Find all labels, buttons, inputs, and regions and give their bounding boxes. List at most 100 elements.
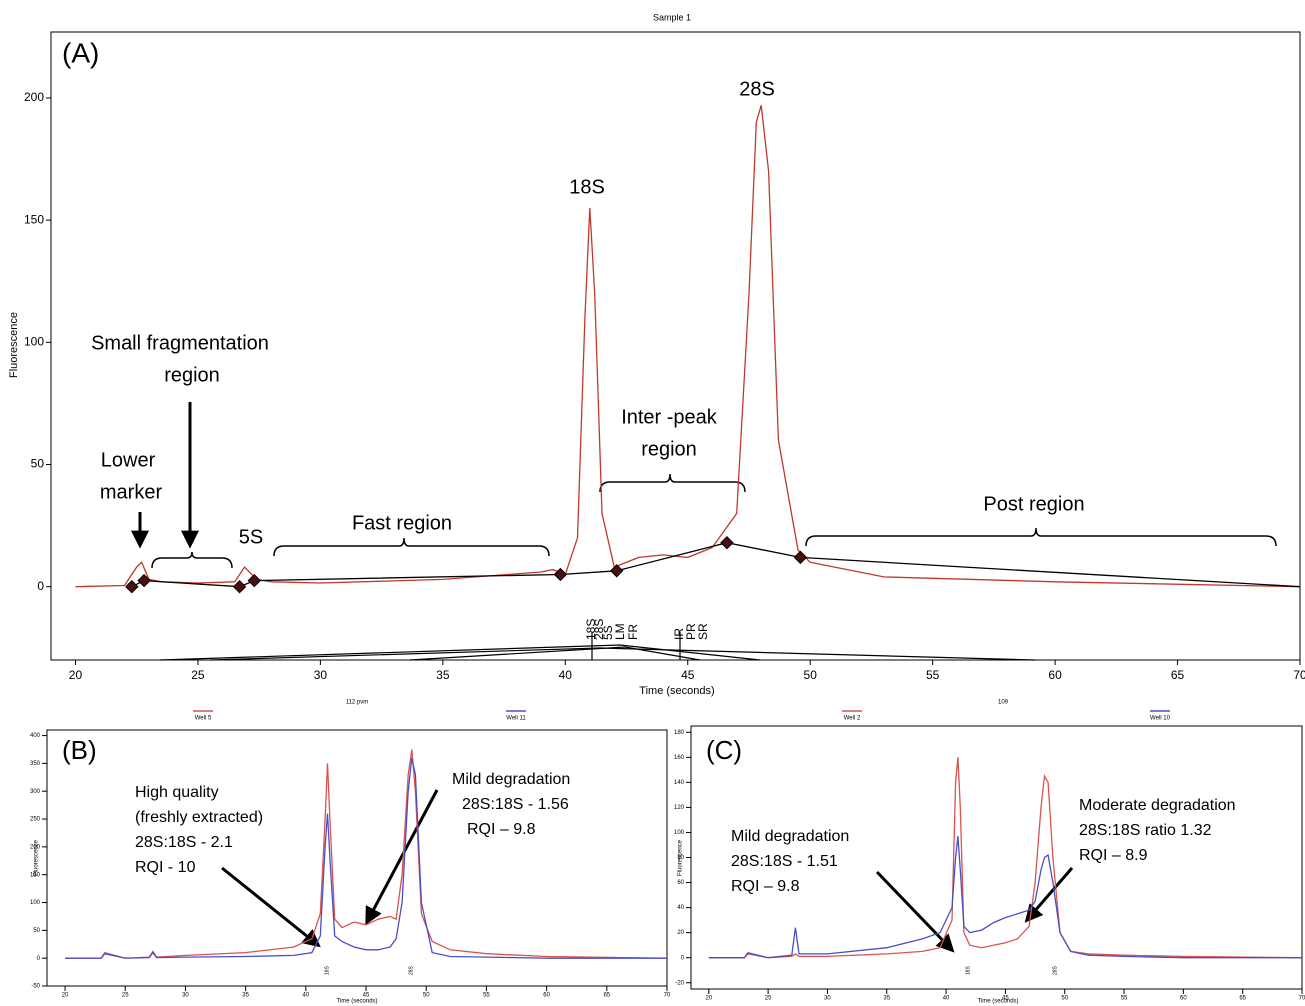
annotation: High quality (135, 784, 219, 801)
x-tick-label: 70 (664, 993, 671, 999)
peak-label: 18S (324, 965, 330, 975)
annotation: Post region (983, 493, 1084, 515)
annotation: Moderate degradation (1079, 797, 1236, 814)
y-axis-label: Fluorescence (678, 839, 684, 876)
y-tick-label: 350 (30, 761, 41, 767)
y-tick-label: 140 (674, 780, 685, 786)
x-axis-label: Time (seconds) (639, 685, 714, 697)
y-tick-label: 180 (674, 730, 685, 736)
annotation: Lower (101, 449, 156, 471)
x-tick-label: 25 (765, 996, 772, 1002)
plot-frame (46, 729, 668, 987)
y-tick-label: 200 (30, 844, 41, 850)
y-tick-label: 150 (30, 872, 41, 878)
peak-marker (137, 573, 151, 588)
x-tick-label: 35 (242, 993, 249, 999)
annotation: region (164, 364, 220, 386)
x-tick-label: 55 (483, 993, 490, 999)
y-tick-label: 80 (677, 855, 684, 861)
y-tick-label: 40 (677, 905, 684, 911)
peak-marker (232, 579, 247, 594)
x-tick-label: 30 (182, 993, 189, 999)
annotation: 28S:18S - 1.51 (731, 853, 838, 870)
y-tick-label: 160 (674, 755, 685, 761)
x-tick-label: 35 (883, 996, 890, 1002)
annotation: Small fragmentation (91, 332, 269, 354)
peak-label: 28S (408, 965, 414, 975)
x-tick-label: 60 (543, 993, 550, 999)
annotation: 28S:18S ratio 1.32 (1079, 822, 1212, 839)
peak-marker (610, 564, 624, 578)
chart-title: Sample 1 (653, 12, 691, 22)
peak-label: IR (672, 628, 686, 640)
y-tick-label: 150 (24, 212, 44, 226)
y-tick-label: -20 (675, 980, 684, 986)
x-tick-label: 45 (363, 993, 370, 999)
chart-subtitle: 109 (998, 700, 1009, 706)
series-line (75, 105, 1301, 588)
x-tick-label: 40 (302, 993, 309, 999)
y-tick-label: 20 (677, 930, 684, 936)
y-tick-label: 400 (30, 733, 41, 739)
x-tick-label: 60 (1048, 668, 1062, 682)
x-tick-label: 25 (191, 668, 205, 682)
y-tick-label: 120 (674, 805, 685, 811)
series-line (131, 542, 1301, 588)
annotation: 18S (569, 176, 605, 198)
y-tick-label: 0 (37, 579, 44, 593)
peak-label: LM (613, 623, 627, 640)
peak-label: 5S (601, 625, 615, 640)
annotation: RQI - 10 (135, 859, 196, 876)
legend-label: Well 2 (844, 716, 861, 722)
annotation: 28S (739, 78, 775, 100)
x-tick-label: 25 (122, 993, 129, 999)
series-line (65, 749, 668, 959)
annotation: Mild degradation (452, 771, 570, 788)
braces (151, 473, 1277, 569)
series-line (708, 757, 1303, 959)
y-tick-label: -50 (31, 984, 40, 990)
x-tick-label: 30 (824, 996, 831, 1002)
x-tick-label: 50 (804, 668, 818, 682)
annotation: (C) (706, 735, 742, 765)
annotation: RQI – 9.8 (731, 878, 800, 895)
legend-label: Well 5 (195, 716, 212, 722)
x-tick-label: 45 (1002, 996, 1009, 1002)
annotation: RQI – 8.9 (1079, 847, 1148, 864)
peak-label: 18S (965, 965, 971, 975)
annotation: 5S (239, 526, 263, 548)
series-line (65, 757, 667, 959)
x-tick-label: 65 (1239, 996, 1246, 1002)
y-tick-label: 200 (24, 90, 44, 104)
annotation: 28S:18S - 2.1 (135, 834, 233, 851)
annotation: (B) (62, 735, 97, 765)
peak-marker (247, 573, 261, 588)
annotation: (freshly extracted) (135, 809, 263, 826)
x-tick-label: 60 (1180, 996, 1187, 1002)
peak-label: PR (684, 623, 698, 640)
x-tick-label: 35 (436, 668, 450, 682)
x-tick-label: 55 (926, 668, 940, 682)
peak-marker (793, 550, 808, 565)
x-tick-label: 40 (559, 668, 573, 682)
y-axis-label: Fluorescence (8, 312, 20, 378)
peak-label: SR (696, 623, 710, 640)
chart-subtitle: 112 pvm (346, 700, 369, 706)
annotation: Mild degradation (731, 828, 849, 845)
legend-label: Well 10 (1150, 716, 1171, 722)
y-tick-label: 60 (677, 880, 684, 886)
annotation: 28S:18S - 1.56 (462, 796, 569, 813)
annotation: RQI – 9.8 (467, 821, 536, 838)
y-tick-label: 100 (24, 335, 44, 349)
x-tick-label: 20 (62, 993, 69, 999)
peak-marker (553, 567, 568, 582)
legend-label: Well 11 (506, 716, 526, 722)
plot-frame (50, 31, 1301, 661)
peak-label: 28S (592, 619, 606, 640)
y-tick-label: 50 (31, 457, 45, 471)
x-tick-label: 70 (1299, 996, 1305, 1002)
y-axis-label: Fluorescence (34, 839, 40, 876)
region-traces (159, 632, 1036, 661)
y-tick-label: 100 (30, 900, 41, 906)
